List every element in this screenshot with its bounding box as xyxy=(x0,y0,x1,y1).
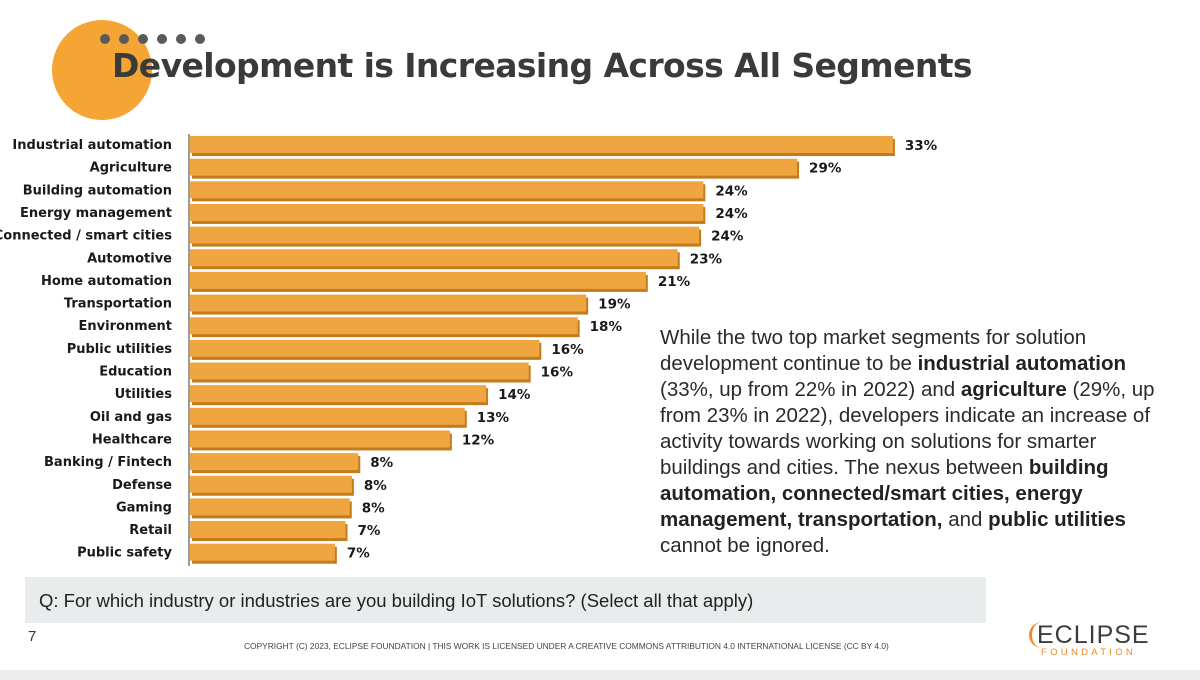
callout-part: and xyxy=(942,508,989,531)
bar xyxy=(190,475,352,493)
category-label: Public safety xyxy=(77,546,172,561)
value-label: 12% xyxy=(462,432,495,448)
value-label: 8% xyxy=(364,478,387,494)
category-label: Automotive xyxy=(87,251,172,266)
category-label: Education xyxy=(99,365,172,380)
bar xyxy=(190,158,798,176)
copyright-notice: COPYRIGHT (C) 2023, ECLIPSE FOUNDATION |… xyxy=(244,641,889,651)
value-label: 23% xyxy=(690,251,723,267)
logo-subtitle: FOUNDATION xyxy=(1041,647,1137,658)
dot xyxy=(119,34,129,44)
value-label: 24% xyxy=(711,229,744,245)
category-label: Banking / Fintech xyxy=(44,455,172,470)
eclipse-crescent-icon xyxy=(1029,622,1042,648)
callout-highlight: industrial automation xyxy=(917,352,1127,375)
dot xyxy=(195,34,205,44)
logo-wordmark: ECLIPSE xyxy=(1037,621,1150,649)
bar xyxy=(190,453,359,471)
callout-part: (29%, up from 23% in 2022), developers i… xyxy=(660,378,1155,479)
callout-highlight: agriculture xyxy=(960,378,1067,401)
bar xyxy=(190,271,646,289)
bar xyxy=(190,249,678,267)
dot xyxy=(100,34,110,44)
eclipse-foundation-logo: ECLIPSE FOUNDATION xyxy=(1028,618,1150,660)
value-label: 7% xyxy=(357,523,380,539)
category-label: Oil and gas xyxy=(90,410,172,425)
dot xyxy=(157,34,167,44)
value-label: 14% xyxy=(498,387,531,403)
callout-highlight: building automation, connected/smart cit… xyxy=(660,456,1109,531)
category-label: Connected / smart cities xyxy=(0,229,172,244)
value-label: 29% xyxy=(809,161,842,177)
category-label: Defense xyxy=(112,478,172,493)
bar xyxy=(190,543,335,561)
value-label: 19% xyxy=(598,297,631,313)
callout-part: (33%, up from 22% in 2022) and xyxy=(660,378,961,401)
category-label: Home automation xyxy=(41,274,172,289)
category-label: Energy management xyxy=(20,206,172,221)
bar xyxy=(190,385,487,403)
value-label: 7% xyxy=(347,546,370,562)
bar xyxy=(190,136,893,153)
question-box: Q: For which industry or industries are … xyxy=(25,577,986,623)
bar xyxy=(190,317,578,335)
value-label: 18% xyxy=(590,319,623,335)
callout-part: cannot be ignored. xyxy=(660,534,830,557)
callout-highlight: public utilities xyxy=(988,508,1126,531)
bar xyxy=(190,362,529,380)
category-label: Industrial automation xyxy=(12,138,172,153)
value-label: 33% xyxy=(905,138,938,154)
value-label: 21% xyxy=(658,274,691,290)
value-label: 16% xyxy=(541,365,574,381)
value-label: 8% xyxy=(362,500,385,516)
category-label: Retail xyxy=(129,523,172,538)
slide-title: Development is Increasing Across All Seg… xyxy=(112,46,973,85)
callout-part: While the two top market segments for so… xyxy=(660,326,1087,375)
value-label: 16% xyxy=(551,342,584,358)
survey-question: Q: For which industry or industries are … xyxy=(39,590,754,611)
bar xyxy=(190,521,346,539)
bar xyxy=(190,294,587,312)
category-label: Building automation xyxy=(23,183,172,198)
value-label: 8% xyxy=(370,455,393,471)
category-label: Utilities xyxy=(115,387,173,402)
bar xyxy=(190,498,350,516)
category-label: Gaming xyxy=(116,500,172,515)
bar xyxy=(190,203,704,221)
category-label: Transportation xyxy=(64,297,172,312)
category-label: Agriculture xyxy=(90,161,173,176)
value-label: 24% xyxy=(715,183,748,199)
bar xyxy=(190,226,700,244)
bottom-strip xyxy=(0,670,1200,680)
value-label: 24% xyxy=(715,206,748,222)
decorative-dots xyxy=(100,34,205,44)
bar xyxy=(190,407,465,425)
bars-group: Industrial automation 33% Agriculture 29% Bu… xyxy=(0,136,938,564)
category-label: Healthcare xyxy=(92,432,172,447)
dot xyxy=(176,34,186,44)
bar xyxy=(190,181,704,199)
bar xyxy=(190,339,540,357)
dot xyxy=(138,34,148,44)
bar-chart: Industrial automation 33% Agriculture 29% Bu… xyxy=(0,134,938,566)
callout-text: While the two top market segments for so… xyxy=(660,325,1180,559)
bar xyxy=(190,430,450,448)
value-label: 13% xyxy=(477,410,510,426)
category-label: Public utilities xyxy=(67,342,173,357)
category-label: Environment xyxy=(79,319,173,334)
page-number: 7 xyxy=(28,628,37,645)
